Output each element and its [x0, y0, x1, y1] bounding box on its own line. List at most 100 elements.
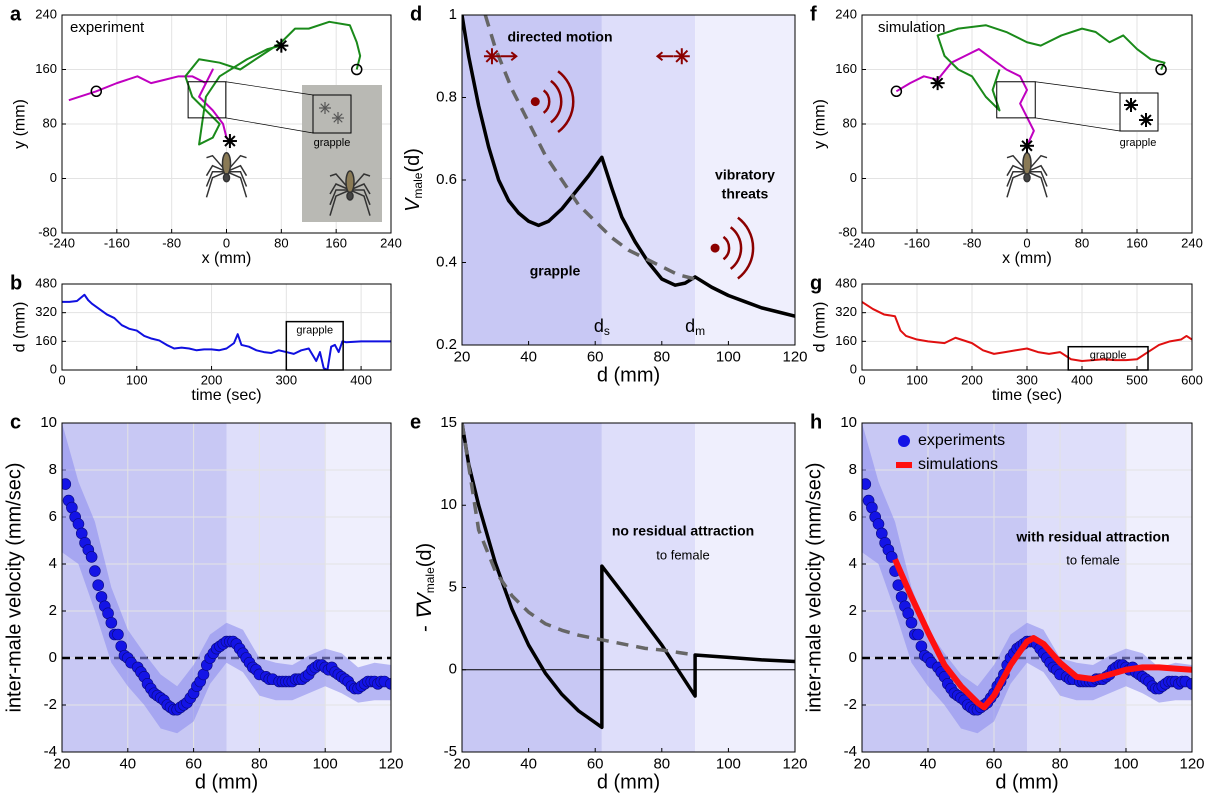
region — [695, 15, 795, 345]
data-point — [905, 616, 918, 629]
y-tick-label: 8 — [849, 461, 857, 478]
x-axis-label: x (mm) — [202, 250, 252, 267]
region — [226, 423, 326, 752]
x-tick-label: 60 — [587, 756, 604, 773]
end-marker — [274, 38, 289, 53]
x-tick-label: 40 — [119, 756, 136, 773]
y-tick-label: 0 — [849, 649, 857, 666]
panel-letter: g — [810, 272, 822, 294]
x-tick-label: 80 — [1075, 235, 1089, 250]
x-tick-label: 80 — [274, 235, 288, 250]
x-tick-label: -240 — [49, 235, 75, 250]
plot-frame — [861, 283, 1193, 371]
x-tick-label: 120 — [782, 756, 807, 773]
x-tick-label: 0 — [1023, 235, 1030, 250]
inset-box-bg — [1120, 93, 1158, 132]
y-axis-label: Vmale(d) — [402, 148, 425, 212]
x-tick-label: -80 — [162, 235, 181, 250]
y-tick-label: 2 — [49, 602, 57, 619]
y-tick-label: 160 — [835, 333, 857, 348]
x-tick-label: 80 — [653, 756, 670, 773]
x-tick-label: 160 — [1126, 235, 1148, 250]
x-tick-label: 300 — [275, 372, 297, 387]
panel-letter: a — [10, 3, 22, 25]
x-tick-label: 20 — [54, 756, 71, 773]
panel-letter: e — [410, 411, 421, 433]
spider-illustration — [1006, 151, 1048, 198]
y-tick-label: 0.2 — [436, 336, 457, 353]
y-tick-label: -4 — [44, 743, 57, 760]
annotation: grapple — [314, 137, 351, 149]
inset-spider — [319, 102, 331, 114]
y-tick-label: 15 — [440, 414, 457, 431]
y-tick-label: -80 — [38, 224, 57, 239]
x-tick-label: 40 — [920, 756, 937, 773]
y-tick-label: 6 — [49, 508, 57, 525]
y-tick-label: 160 — [35, 61, 57, 76]
threshold-sub: m — [695, 324, 705, 338]
zoom-box — [187, 81, 227, 119]
x-axis-label: d (mm) — [195, 771, 258, 793]
x-tick-label: 0 — [223, 235, 230, 250]
y-tick-label: 160 — [35, 333, 57, 348]
error-band — [62, 423, 391, 734]
data-line — [895, 48, 1035, 147]
data-line — [936, 24, 1166, 112]
legend-swatch — [898, 435, 910, 447]
highlight-label: grapple — [296, 325, 333, 337]
x-tick-label: 100 — [716, 349, 741, 366]
panel-letter: b — [10, 272, 22, 294]
vibration-arc — [557, 70, 575, 134]
x-tick-label: 100 — [906, 372, 928, 387]
vibration-arc — [550, 79, 563, 124]
plot-content — [62, 293, 391, 370]
plot-content — [68, 20, 362, 146]
data-line — [462, 423, 696, 657]
x-tick-label: 300 — [1016, 372, 1038, 387]
plot-frame — [61, 283, 392, 371]
y-tick-label: 5 — [449, 578, 457, 595]
y-label-sub: male — [411, 172, 425, 198]
y-tick-label: 8 — [49, 461, 57, 478]
annotation: simulation — [878, 19, 946, 36]
legend-swatch — [896, 462, 912, 468]
plot-frame — [461, 422, 796, 753]
y-label-tail: (d) — [402, 148, 424, 172]
legend-label: simulations — [918, 456, 998, 473]
y-tick-label: 10 — [440, 496, 457, 513]
male-icon — [483, 48, 500, 65]
y-tick-label: 0 — [850, 361, 857, 376]
male-icon — [673, 48, 690, 65]
x-axis-label: time (sec) — [191, 387, 261, 404]
y-tick-label: 480 — [35, 275, 57, 290]
y-axis-label: inter-male velocity (mm/sec) — [803, 462, 825, 712]
data-line — [862, 301, 1192, 363]
start-marker — [350, 63, 363, 76]
x-tick-label: 100 — [313, 756, 338, 773]
highlight-label: grapple — [1090, 350, 1127, 362]
x-tick-label: 120 — [782, 349, 807, 366]
start-marker — [90, 85, 103, 98]
data-line — [462, 423, 795, 730]
plot-background — [62, 284, 391, 370]
data-line — [462, 15, 795, 318]
region — [601, 423, 696, 752]
x-tick-label: 80 — [1052, 756, 1069, 773]
x-tick-label: -240 — [849, 235, 875, 250]
y-label-tail: (d) — [414, 543, 436, 567]
x-tick-label: 240 — [1181, 235, 1203, 250]
y-axis-label: d (mm) — [11, 302, 28, 353]
threshold-label: dm — [685, 316, 705, 338]
data-line — [184, 20, 362, 146]
x-tick-label: 40 — [520, 756, 537, 773]
plot-frame — [461, 14, 796, 346]
y-tick-label: 320 — [35, 304, 57, 319]
x-axis-label: time (sec) — [992, 387, 1062, 404]
y-tick-label: 10 — [840, 414, 857, 431]
region — [601, 15, 696, 345]
vibration-arc — [542, 89, 551, 114]
spider-illustration — [329, 170, 371, 216]
vibration-source — [710, 243, 720, 253]
x-tick-label: -80 — [963, 235, 982, 250]
panel: 0 100 200 300 400 0 160 320 480 grapple time (sec)… — [10, 272, 392, 404]
